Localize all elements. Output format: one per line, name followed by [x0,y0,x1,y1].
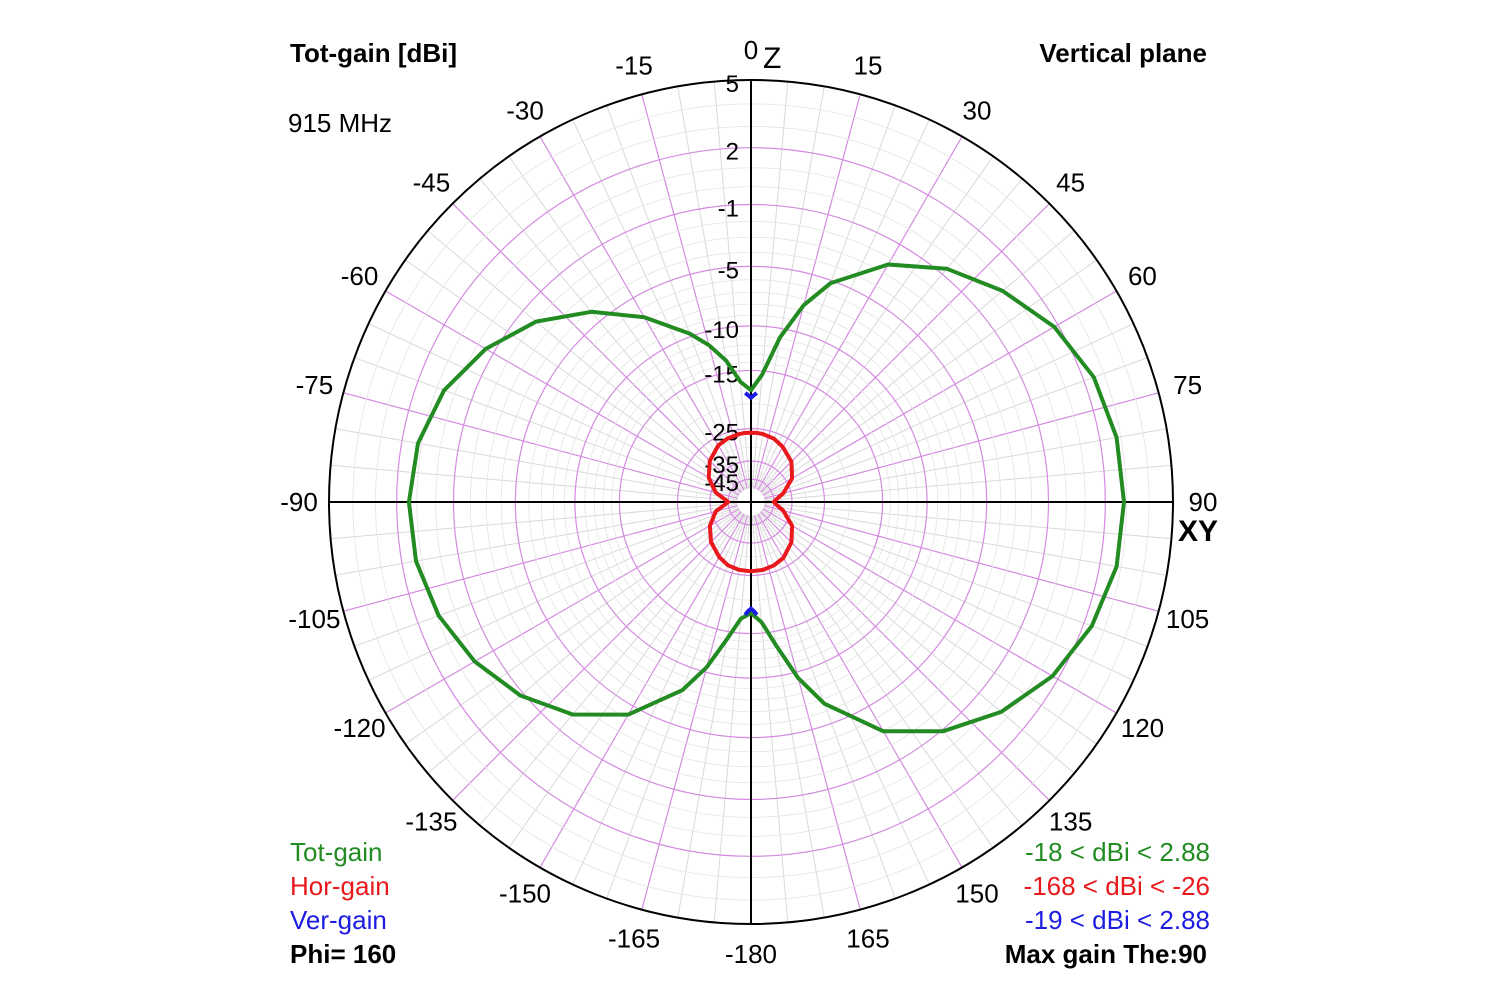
grid-spoke [764,392,1159,500]
legend-hor-gain: Hor-gain [290,871,390,901]
grid-spoke [757,513,963,868]
angle-tick-label: 45 [1056,167,1085,197]
grid-spoke [343,504,738,612]
angle-tick-label: -105 [288,604,340,634]
grid-spoke [755,514,896,899]
angle-tick-label: 150 [955,878,998,908]
grid-spoke [330,502,738,540]
angle-tick-label: 120 [1121,713,1164,743]
angle-tick-label: 30 [963,96,992,126]
angle-tick-label: -165 [608,924,660,954]
radial-tick-label: -1 [718,196,739,223]
angle-tick-label: 105 [1166,604,1209,634]
grid-spoke [757,136,963,491]
trace-hor-gain [706,430,795,574]
radial-tick-label: 5 [726,71,739,98]
angular-tick-labels: 0 15 30 45 60 75 90 105 120 135 150 165 -180 -165 -150… [280,35,1217,969]
trace-ver-gain [744,391,758,400]
grid-spoke [713,515,751,923]
grid-spoke [677,515,750,918]
frequency-label: 915 MHz [288,108,393,138]
angle-tick-label: -120 [334,713,386,743]
angle-tick-label: 165 [846,924,889,954]
angle-tick-label: -45 [413,167,451,197]
angle-tick-label: 75 [1173,370,1202,400]
angle-tick-label: -75 [296,370,334,400]
grid-spoke [335,503,738,576]
legend-tot-gain: Tot-gain [290,837,383,867]
trace-ver-gain-b [743,606,759,617]
grid-spoke [764,503,1167,576]
grid-spoke [753,94,861,489]
axis-label-z: Z [763,42,782,75]
grid-spoke [751,81,789,489]
angle-tick-label: 0 [744,35,758,65]
angle-tick-label: -90 [280,487,318,517]
trace-tot-gain [406,262,1126,734]
grid-spoke [385,290,740,496]
grid-spoke [752,86,825,489]
grid-spoke [763,357,1148,498]
grid-spoke [764,504,1159,612]
grid-spoke [764,428,1167,501]
axis-label-xy: XY [1178,515,1219,548]
grid-spoke [751,515,789,923]
gain-traces [406,262,1126,734]
angle-tick-label: 135 [1049,807,1092,837]
angle-tick-label: -135 [405,807,457,837]
radial-tick-labels: 52-1-5-10-15-25-35-45 [704,71,739,497]
grid-spoke [641,515,749,910]
legend-ver-gain: Ver-gain [290,905,387,935]
angle-tick-label: -15 [615,50,653,80]
range-hor-gain: -168 < dBi < -26 [1023,871,1210,901]
angle-tick-label: -180 [725,939,777,969]
radial-tick-label: -5 [718,257,739,284]
phi-label: Phi= 160 [290,939,397,969]
grid-spoke [343,392,738,500]
angle-tick-label: 15 [854,50,883,80]
grid-spoke [606,514,747,899]
radial-tick-label: -15 [704,361,739,388]
grid-spoke [762,290,1117,496]
angle-tick-label: 60 [1128,261,1157,291]
chart-title-right: Vertical plane [1039,38,1207,68]
grid-spoke [752,515,825,918]
radial-tick-label: -10 [704,317,739,344]
grid-spoke [762,508,1117,714]
angle-tick-label: -30 [506,96,544,126]
chart-title-left: Tot-gain [dBi] [290,38,458,68]
grid-spoke [335,428,738,501]
angle-tick-label: -150 [499,878,551,908]
grid-spoke [330,464,738,502]
max-gain-label: Max gain The:90 [1004,939,1207,969]
angle-tick-label: 90 [1189,487,1218,517]
angle-tick-label: -60 [341,261,379,291]
range-tot-gain: -18 < dBi < 2.88 [1024,837,1210,867]
grid-spoke [764,464,1172,502]
radial-tick-label: 2 [726,139,739,166]
grid-spoke [755,105,896,490]
range-ver-gain: -19 < dBi < 2.88 [1024,905,1210,935]
grid-spoke [764,502,1172,540]
grid-spoke [539,513,745,868]
polar-axes [329,80,1173,924]
